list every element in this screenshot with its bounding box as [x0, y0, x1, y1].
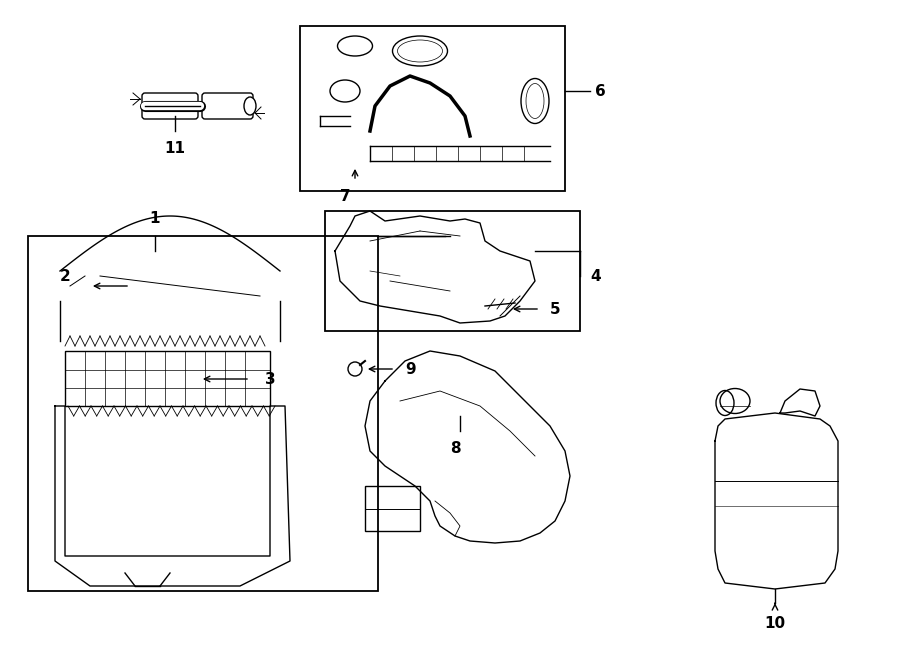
- Text: 10: 10: [764, 616, 786, 631]
- Text: 4: 4: [590, 268, 600, 284]
- Bar: [325, 211, 580, 331]
- Bar: [28, 236, 378, 591]
- Text: 5: 5: [550, 301, 561, 317]
- Text: 3: 3: [265, 371, 275, 387]
- Text: 11: 11: [165, 141, 185, 156]
- Bar: [65, 351, 270, 406]
- Bar: [365, 486, 420, 531]
- FancyBboxPatch shape: [202, 93, 253, 119]
- FancyBboxPatch shape: [142, 93, 198, 119]
- Text: 1: 1: [149, 211, 160, 226]
- Ellipse shape: [244, 97, 256, 115]
- Text: 7: 7: [339, 189, 350, 204]
- Text: 2: 2: [59, 268, 70, 284]
- Text: 6: 6: [595, 83, 606, 98]
- Text: 8: 8: [450, 441, 460, 456]
- Bar: [300, 26, 565, 191]
- Text: 9: 9: [405, 362, 416, 377]
